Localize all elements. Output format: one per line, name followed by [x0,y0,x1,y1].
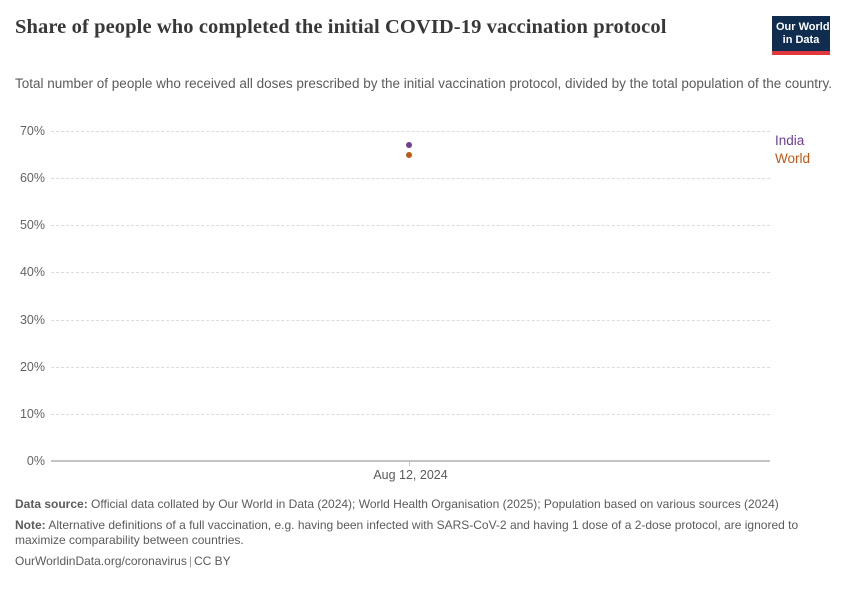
grid-line [51,413,770,415]
legend-item-india[interactable]: India [775,132,805,148]
grid-line [51,131,770,132]
data-source-line: Data source: Official data collated by O… [15,497,837,513]
x-axis-tick-label: Aug 12, 2024 [373,468,448,482]
y-axis-tick-label: 10% [19,406,45,421]
y-axis-tick-label: 50% [19,218,45,233]
y-axis-tick-label: 60% [19,171,45,186]
data-source-label: Data source: [15,497,88,511]
chart-title: Share of people who completed the initia… [15,16,667,38]
note-text: Alternative definitions of a full vaccin… [15,517,799,548]
note-line: Note: Alternative definitions of a full … [15,518,837,549]
origin-link[interactable]: OurWorldinData.org/coronavirus [15,553,187,568]
owid-logo[interactable]: Our World in Data [772,16,830,55]
data-source-text: Official data collated by Our World in D… [87,497,779,511]
chart-subtitle: Total number of people who received all … [15,76,832,91]
grid-line [51,319,770,321]
grid-line [51,178,770,180]
y-axis-tick-label: 40% [19,265,45,280]
y-axis-tick-label: 30% [19,312,45,327]
legend-item-world[interactable]: World [775,150,811,166]
grid-line [51,366,770,368]
chart-footer: Data source: Official data collated by O… [15,497,837,569]
grid-line [51,225,770,227]
license-link[interactable]: CC BY [193,553,231,568]
data-point-world[interactable] [406,151,412,158]
x-axis-line [51,460,770,462]
separator: | [188,553,192,568]
y-axis-tick-label: 70% [19,124,45,138]
owid-logo-line1: Our World [776,21,830,33]
origin-line: OurWorldinData.org/coronavirus | CC BY [15,554,837,570]
y-axis-tick-label: 0% [26,454,45,468]
data-point-india[interactable] [406,142,412,149]
y-axis-tick-label: 20% [19,359,45,374]
grid-line [51,272,770,274]
note-label: Note: [15,517,46,532]
owid-logo-line2: in Data [782,34,820,46]
x-axis-tick-mark [408,461,410,466]
